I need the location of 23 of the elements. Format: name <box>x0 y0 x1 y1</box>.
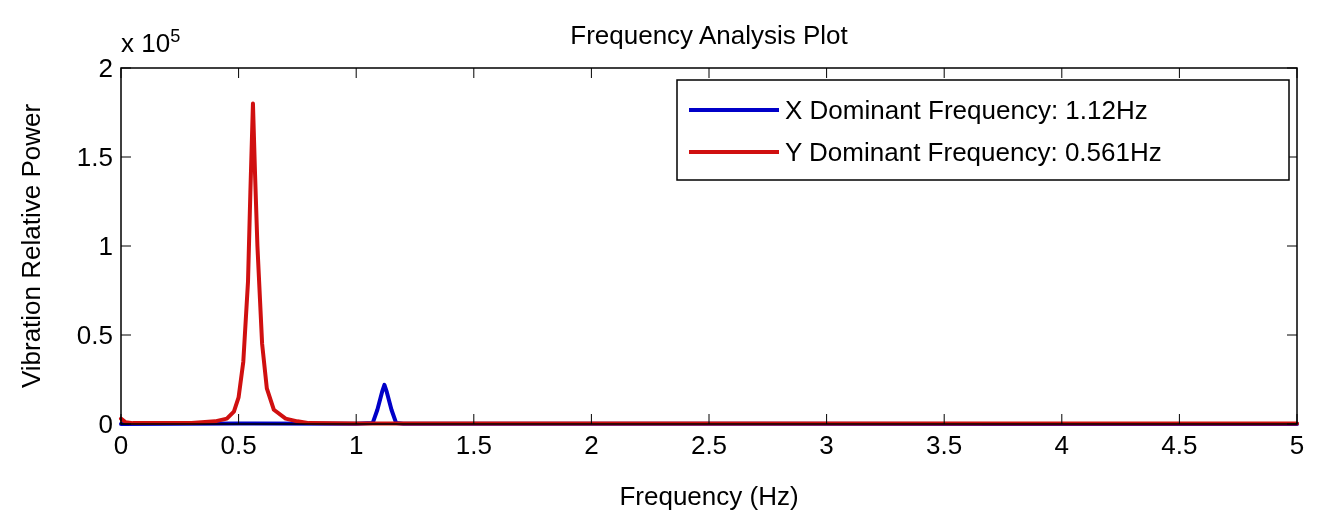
y-tick-label: 1 <box>98 231 113 262</box>
x-tick-label: 2.5 <box>690 430 728 460</box>
x-tick-label: 1.5 <box>455 430 492 460</box>
x-tick-label: 4 <box>1054 430 1070 460</box>
line-series <box>119 382 1299 426</box>
text: x 10$^{5}$ <box>121 26 181 58</box>
y-tick-label: 1.5 <box>76 142 113 173</box>
y-tick-label: 0 <box>98 409 113 440</box>
x-tick-label: 3.5 <box>926 430 963 460</box>
x-tick-label: 3 <box>819 430 834 460</box>
x-tick-label: 1 <box>348 430 364 460</box>
x-tick-label: 0.5 <box>220 430 257 460</box>
line-series <box>119 101 1299 426</box>
legend-label: Y Dominant Frequency: 0.561Hz <box>785 137 1162 168</box>
y-tick-label: 0.5 <box>76 320 113 351</box>
x-axis-title: Frequency (Hz) <box>619 481 799 511</box>
y-axis-title: Vibration Relative Power <box>16 103 46 389</box>
legend-label: X Dominant Frequency: 1.12Hz <box>785 95 1148 126</box>
x-tick-label: 5 <box>1289 430 1305 460</box>
x-tick-label: 4.5 <box>1161 430 1198 460</box>
x-tick-label: 2 <box>584 430 599 460</box>
y-tick-label: 2 <box>98 53 113 84</box>
chart-title: Frequency Analysis Plot <box>570 20 849 50</box>
